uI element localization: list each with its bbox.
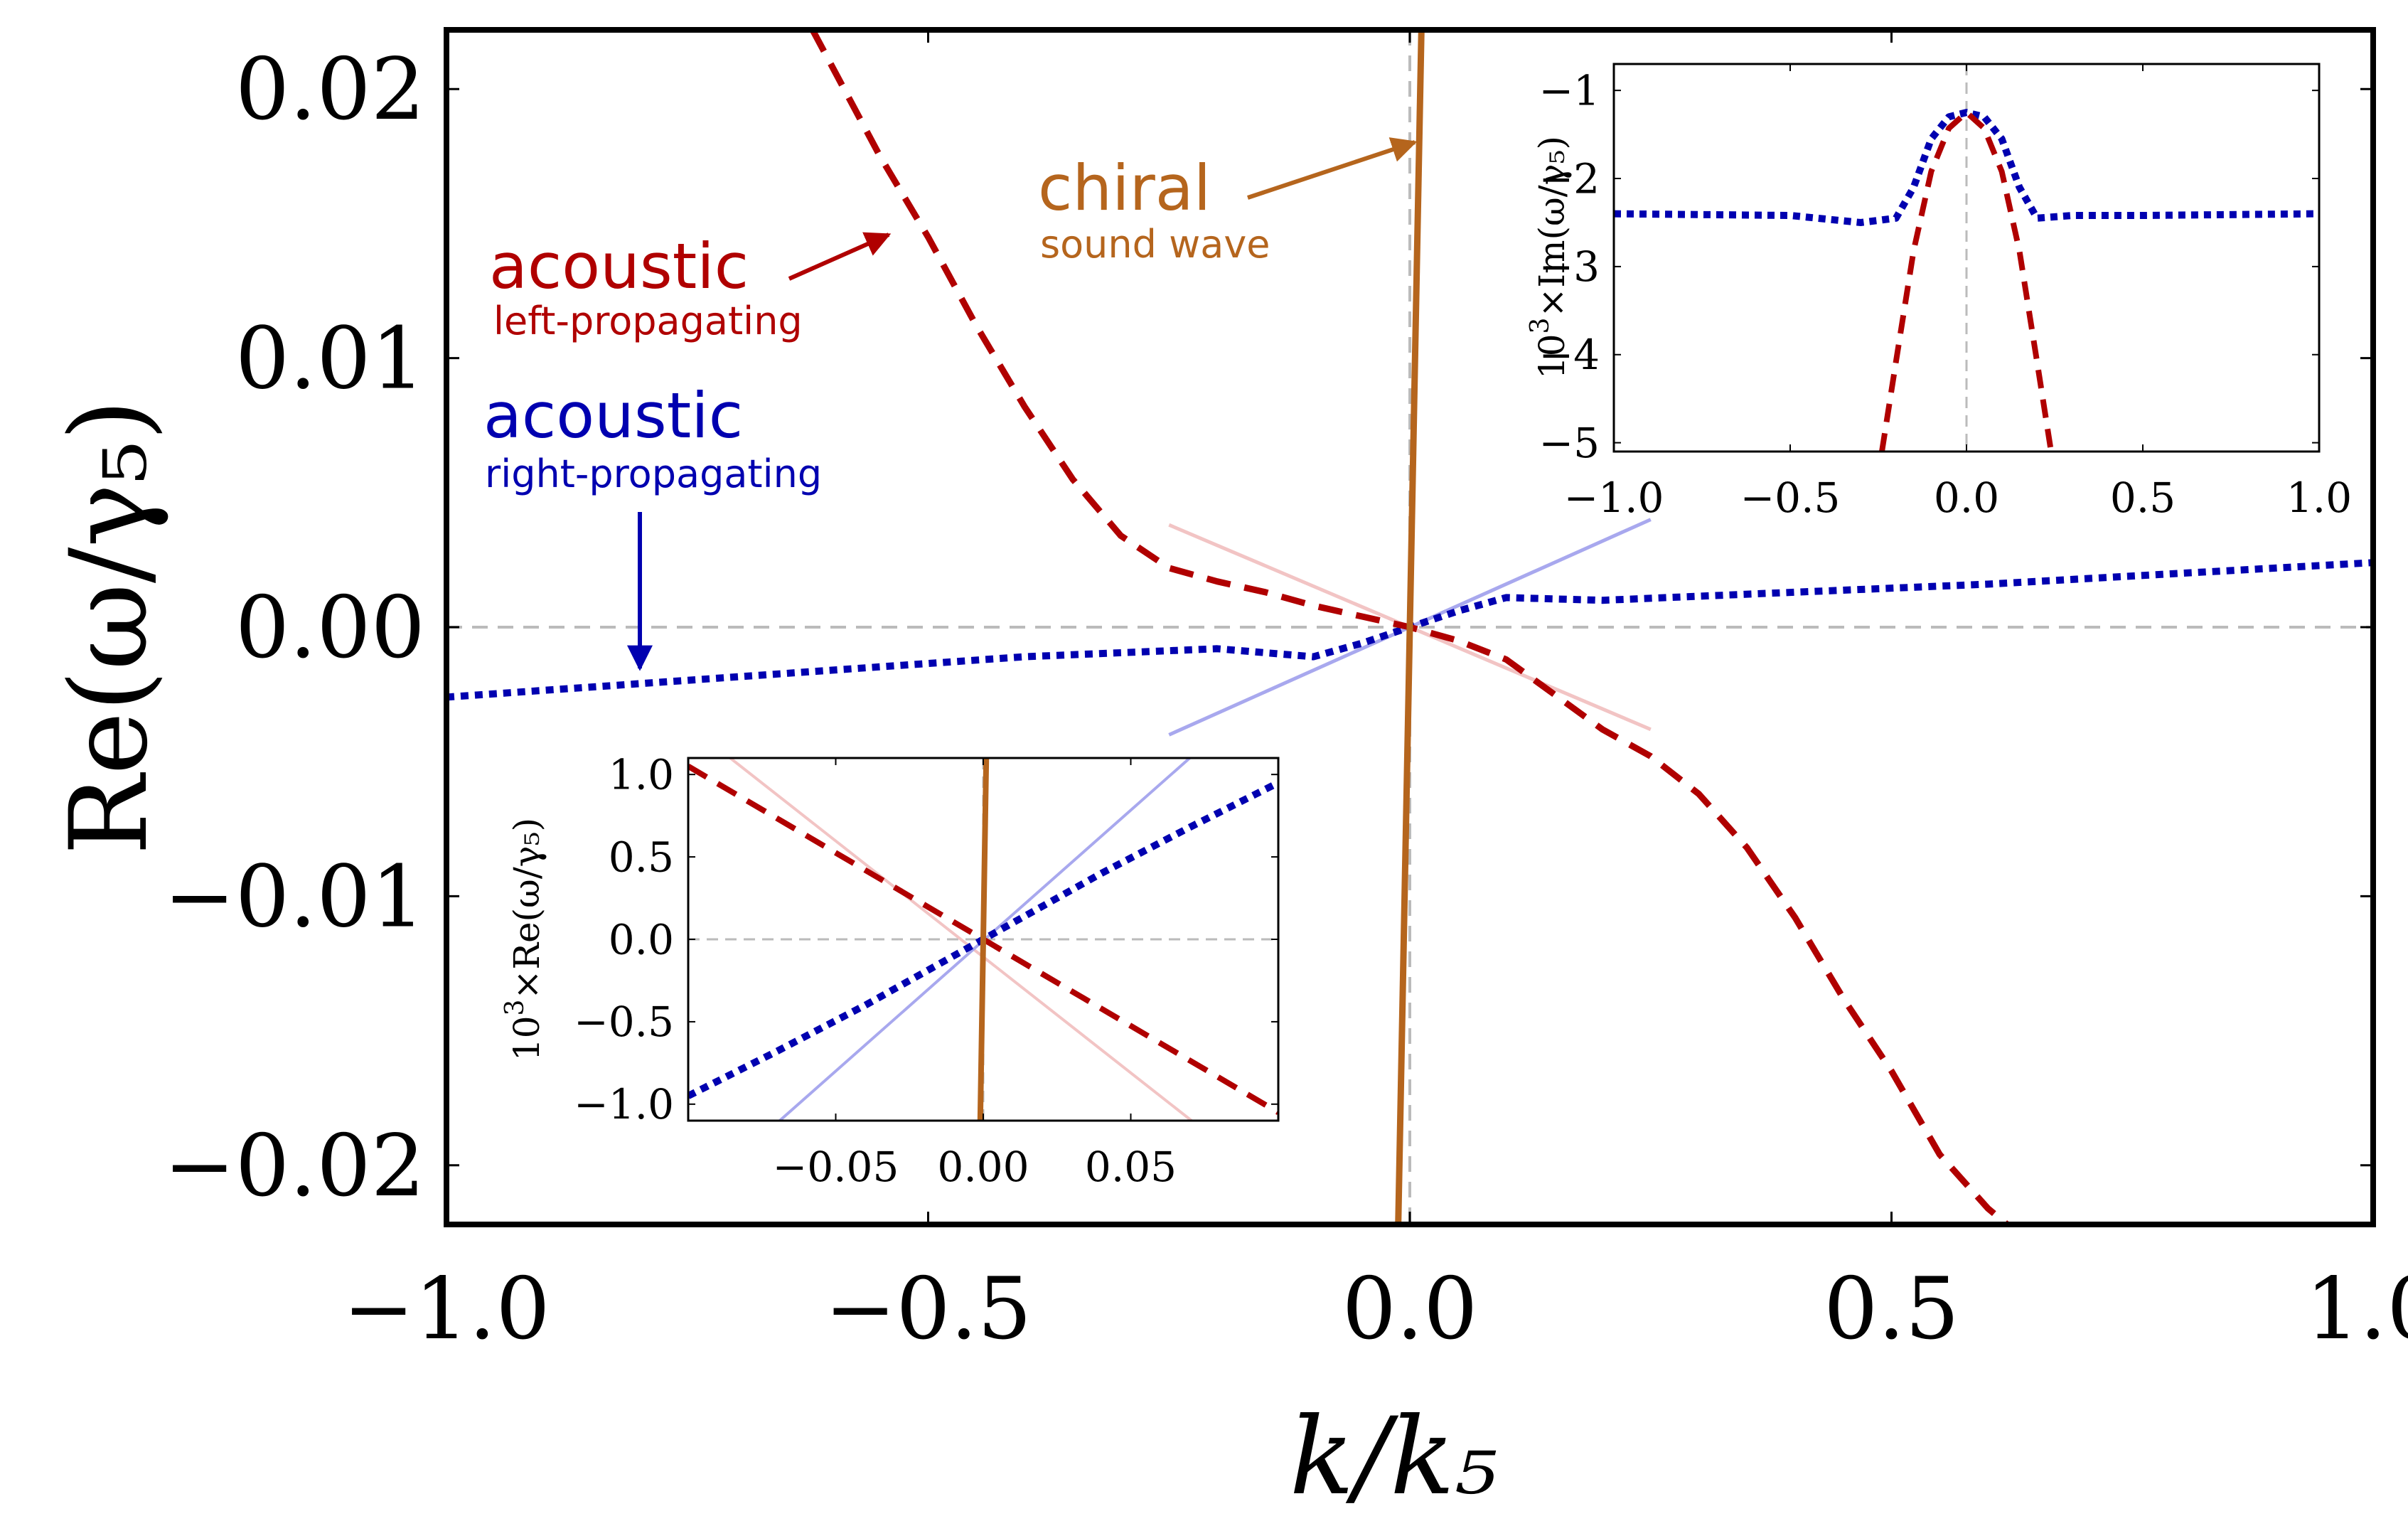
main-xtick-label: −0.5 <box>825 1260 1032 1359</box>
main-ytick-label: 0.01 <box>235 310 425 409</box>
inset-im-xtick-label: −1.0 <box>1564 474 1664 522</box>
inset-im-ytick-label: −4 <box>1539 331 1600 379</box>
inset-im-xtick-label: −0.5 <box>1740 474 1841 522</box>
inset-re-xtick-label: 0.00 <box>937 1143 1029 1191</box>
inset-re-chiral-sound-wave-line <box>977 758 990 1121</box>
inset-re-series <box>688 758 1278 1121</box>
inset-re-ytick-label: −0.5 <box>574 998 674 1046</box>
annotation-right-title: acoustic <box>483 379 743 452</box>
inset-re-plot: −0.05 0.00 0.05 1.0 0.5 0.0 −0.5 −1.0 103×Re(ω/γ… <box>501 750 1280 1191</box>
annotation-right-subtitle: right-propagating <box>485 452 822 496</box>
annotation-left-arrow <box>788 232 892 281</box>
inset-re-ytick-label: 1.0 <box>609 750 674 799</box>
inset-re-ytick-label: 0.0 <box>609 915 674 963</box>
inset-im-ytick-label: −1 <box>1539 66 1600 114</box>
annotation-chiral-subtitle: sound wave <box>1040 222 1270 267</box>
inset-im-series <box>1614 109 2319 452</box>
main-series <box>446 30 2373 1224</box>
inset-re-xtick-label: 0.05 <box>1085 1143 1177 1191</box>
inset-im-xtick-label: 1.0 <box>2286 474 2352 522</box>
annotation-left-title: acoustic <box>489 230 749 303</box>
main-plot: −1.0 −0.5 0.0 0.5 1.0 0.02 0.01 0.00 −0.01 −0.02 k… <box>48 27 2408 1516</box>
y-axis-label: Re(ω/γ₅) <box>48 399 171 855</box>
main-ytick-label: −0.01 <box>164 848 425 946</box>
inset-im-acoustic-left-propagating-line <box>1879 110 2054 452</box>
main-xtick-label: 0.0 <box>1342 1260 1478 1359</box>
inset-im-xtick-label: 0.0 <box>1934 474 1999 522</box>
annotation-chiral-arrow <box>1247 137 1418 200</box>
inset-im-ytick-label: −5 <box>1539 419 1600 467</box>
main-xtick-label: 0.5 <box>1824 1260 1959 1359</box>
inset-re-ytick-label: 0.5 <box>609 833 674 881</box>
main-acoustic-left-propagating-line <box>809 30 2009 1224</box>
main-xtick-label: 1.0 <box>2306 1260 2408 1359</box>
annotation-chiral-title: chiral <box>1038 151 1211 225</box>
inset-im-ytick-label: −3 <box>1539 242 1600 291</box>
inset-im-xtick-label: 0.5 <box>2110 474 2176 522</box>
annotation-left-subtitle: left-propagating <box>493 299 803 343</box>
inset-im-y-axis-label: 103×Im(ω/γ₅) <box>1526 136 1573 379</box>
inset-im-plot: −1.0 −0.5 0.0 0.5 1.0 −1 −2 −3 −4 −5 103×Im(ω/γ₅) <box>1526 63 2352 522</box>
main-chiral-sound-wave-line <box>1395 30 1425 1224</box>
main-ytick-label: −0.02 <box>164 1117 425 1216</box>
x-axis-label: k/k₅ <box>1290 1395 1497 1516</box>
inset-re-xtick-label: −0.05 <box>773 1143 899 1191</box>
main-xtick-label: −1.0 <box>343 1260 550 1359</box>
main-ytick-label: 0.02 <box>235 41 425 139</box>
inset-im-acoustic-right-propagating-line <box>1614 109 2319 226</box>
inset-re-y-axis-label: 103×Re(ω/γ₅) <box>501 818 547 1061</box>
inset-im-ytick-label: −2 <box>1539 154 1600 203</box>
main-ytick-label: 0.00 <box>235 579 425 678</box>
inset-re-ytick-label: −1.0 <box>574 1080 674 1128</box>
inset-re-asymptote-left-propagating-line <box>727 758 1193 1121</box>
